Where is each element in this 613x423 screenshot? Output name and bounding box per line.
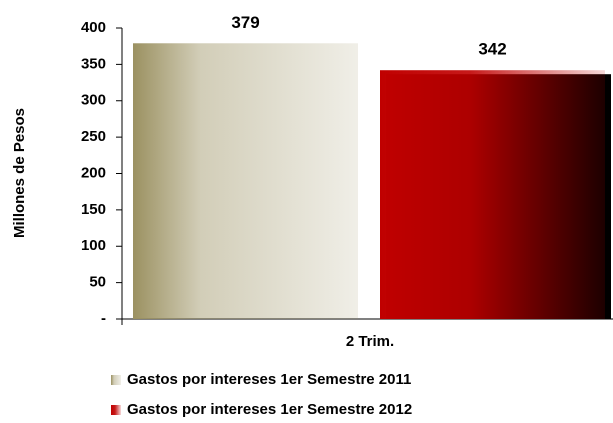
legend-swatch [111,375,121,385]
bar [133,43,358,320]
y-tick-label: 150 [81,201,106,218]
y-tick-label: 300 [81,92,106,109]
data-label: 379 [231,13,259,32]
y-tick-label: 200 [81,164,106,181]
legend-label: Gastos por intereses 1er Semestre 2011 [127,371,411,388]
y-tick-label: 50 [89,274,106,291]
y-tick-label: - [101,310,106,327]
y-tick-label: 350 [81,55,106,72]
y-tick-label: 100 [81,237,106,254]
y-tick-label: 250 [81,128,106,145]
x-tick-label: 2 Trim. [346,333,394,350]
data-label: 342 [478,40,506,59]
bar [380,70,605,319]
legend-swatch [111,405,121,415]
y-tick-label: 400 [81,19,106,36]
legend-label: Gastos por intereses 1er Semestre 2012 [127,401,412,418]
y-axis-label: Millones de Pesos [11,108,28,238]
